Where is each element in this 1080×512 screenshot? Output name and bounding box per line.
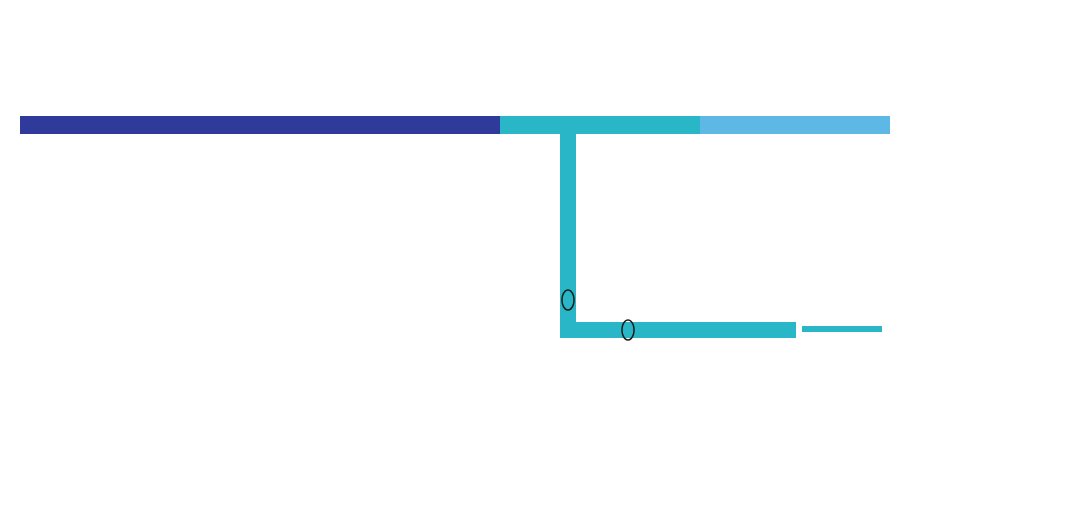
pipe-seg-inlet bbox=[20, 116, 500, 134]
pipe-to-sink bbox=[802, 326, 882, 332]
pipe-kitchen bbox=[576, 322, 796, 338]
pipe-down bbox=[560, 134, 576, 338]
pipe-seg-soft bbox=[700, 116, 890, 134]
pipe-seg-central bbox=[500, 116, 700, 134]
